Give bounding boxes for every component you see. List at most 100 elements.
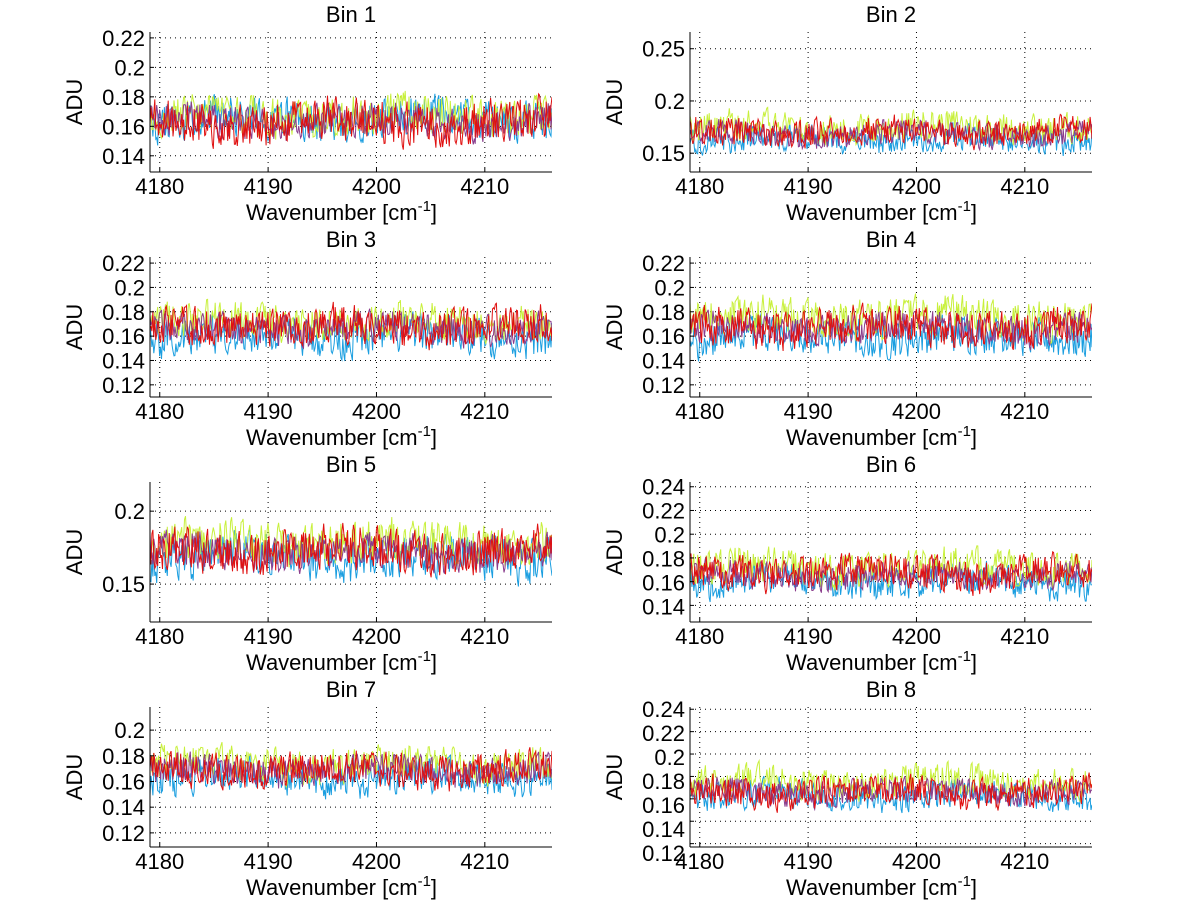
y-tick-label: 0.2 xyxy=(114,275,145,300)
y-tick-label: 0.18 xyxy=(102,744,145,769)
x-axis-label-main: Wavenumber [cm xyxy=(786,425,958,450)
x-axis-label-close: ] xyxy=(971,200,977,225)
y-tick-label: 0.24 xyxy=(642,475,685,500)
x-axis-label-main: Wavenumber [cm xyxy=(246,650,418,675)
x-axis-label-close: ] xyxy=(431,875,437,900)
x-tick-label: 4200 xyxy=(352,174,401,199)
subplot-title: Bin 3 xyxy=(326,227,376,252)
x-tick-label: 4190 xyxy=(784,624,833,649)
y-axis-label: ADU xyxy=(62,529,87,575)
x-tick-label: 4180 xyxy=(135,849,184,874)
y-axis-label: ADU xyxy=(62,304,87,350)
x-tick-label: 4180 xyxy=(675,849,724,874)
subplot-bin-7: Bin 7 4180 4190 4200 4210 0.120.140.160.180.2… xyxy=(62,677,552,900)
x-axis-label-superscript: -1 xyxy=(958,198,971,215)
x-tick-label: 4190 xyxy=(784,174,833,199)
x-axis-label-main: Wavenumber [cm xyxy=(246,425,418,450)
y-tick-label: 0.14 xyxy=(642,348,685,373)
x-tick-label: 4180 xyxy=(135,624,184,649)
x-tick-label: 4190 xyxy=(244,624,293,649)
x-tick-label: 4200 xyxy=(892,849,941,874)
subplot-title: Bin 5 xyxy=(326,452,376,477)
y-tick-label: 0.18 xyxy=(102,85,145,110)
x-axis-label: Wavenumber [cm-1] xyxy=(246,873,437,900)
y-tick-label: 0.16 xyxy=(102,324,145,349)
subplot-bin-1: Bin 1 4180 4190 4200 4210 0.14 0.16 0.18 0.2 0.22… xyxy=(62,2,552,225)
y-tick-label: 0.16 xyxy=(642,324,685,349)
x-tick-label: 4190 xyxy=(244,174,293,199)
y-axis-label: ADU xyxy=(62,754,87,800)
y-tick-label: 0.16 xyxy=(642,571,685,596)
x-tick-label: 4180 xyxy=(675,399,724,424)
y-tick-label: 0.22 xyxy=(102,26,145,51)
x-axis-label-main: Wavenumber [cm xyxy=(786,650,958,675)
y-tick-label: 0.18 xyxy=(642,769,685,794)
subplot-bin-2: Bin 2 4180 4190 4200 4210 0.15 0.2 0.25 ADU Waven… xyxy=(602,2,1092,225)
series-group xyxy=(150,298,552,362)
series-line-4 xyxy=(690,302,1092,352)
x-axis-label: Wavenumber [cm-1] xyxy=(246,648,437,675)
x-axis-label-close: ] xyxy=(431,425,437,450)
series-group xyxy=(150,741,552,800)
y-tick-label: 0.22 xyxy=(642,251,685,276)
x-tick-label: 4190 xyxy=(244,849,293,874)
x-tick-label: 4200 xyxy=(892,624,941,649)
x-axis-label: Wavenumber [cm-1] xyxy=(786,198,977,225)
series-line-3 xyxy=(690,775,1092,812)
x-tick-label: 4200 xyxy=(352,849,401,874)
x-axis-label-superscript: -1 xyxy=(958,873,971,890)
x-tick-label: 4180 xyxy=(675,174,724,199)
series-group xyxy=(150,90,552,150)
x-axis-label-superscript: -1 xyxy=(418,873,431,890)
x-tick-label: 4210 xyxy=(1000,849,1049,874)
y-tick-label: 0.2 xyxy=(114,499,145,524)
y-tick-label: 0.12 xyxy=(642,373,685,398)
x-tick-label: 4210 xyxy=(1000,174,1049,199)
y-axis-label: ADU xyxy=(602,79,627,125)
x-tick-label: 4210 xyxy=(460,849,509,874)
x-axis-label: Wavenumber [cm-1] xyxy=(786,873,977,900)
y-tick-label: 0.2 xyxy=(114,718,145,743)
x-tick-label: 4200 xyxy=(352,624,401,649)
series-line-3 xyxy=(690,558,1092,594)
y-tick-label: 0.15 xyxy=(102,572,145,597)
y-tick-label: 0.14 xyxy=(642,595,685,620)
y-tick-label: 0.15 xyxy=(642,141,685,166)
x-tick-label: 4210 xyxy=(460,399,509,424)
y-axis-label: ADU xyxy=(602,304,627,350)
x-axis-label-close: ] xyxy=(971,650,977,675)
y-tick-label: 0.22 xyxy=(102,251,145,276)
series-line-4 xyxy=(150,747,552,792)
series-line-2 xyxy=(150,741,552,790)
series-line-4 xyxy=(150,522,552,578)
x-axis-label-close: ] xyxy=(431,200,437,225)
x-tick-label: 4190 xyxy=(244,399,293,424)
y-axis-label: ADU xyxy=(602,529,627,575)
x-tick-label: 4210 xyxy=(1000,399,1049,424)
x-axis-label-close: ] xyxy=(971,875,977,900)
series-group xyxy=(690,106,1092,156)
y-tick-label: 0.16 xyxy=(102,769,145,794)
series-line-4 xyxy=(690,550,1092,596)
x-tick-label: 4210 xyxy=(460,174,509,199)
x-tick-label: 4210 xyxy=(460,624,509,649)
y-tick-label: 0.12 xyxy=(642,841,685,866)
x-axis-label-close: ] xyxy=(971,425,977,450)
subplot-bin-6: Bin 6 4180 4190 4200 4210 0.140.160.180.20.22… xyxy=(602,452,1092,675)
x-tick-label: 4200 xyxy=(892,399,941,424)
x-axis-label-main: Wavenumber [cm xyxy=(786,875,958,900)
subplot-title: Bin 2 xyxy=(866,2,916,27)
x-axis-label: Wavenumber [cm-1] xyxy=(786,423,977,450)
x-axis-label: Wavenumber [cm-1] xyxy=(786,648,977,675)
x-tick-label: 4190 xyxy=(784,399,833,424)
subplot-bin-5: Bin 5 4180 4190 4200 4210 0.15 0.2 ADU Wavenumbe… xyxy=(62,452,552,675)
y-tick-label: 0.18 xyxy=(642,547,685,572)
y-tick-label: 0.2 xyxy=(654,89,685,114)
series-group xyxy=(150,515,552,587)
y-axis-label: ADU xyxy=(62,79,87,125)
y-tick-label: 0.14 xyxy=(102,348,145,373)
y-tick-label: 0.2 xyxy=(654,523,685,548)
